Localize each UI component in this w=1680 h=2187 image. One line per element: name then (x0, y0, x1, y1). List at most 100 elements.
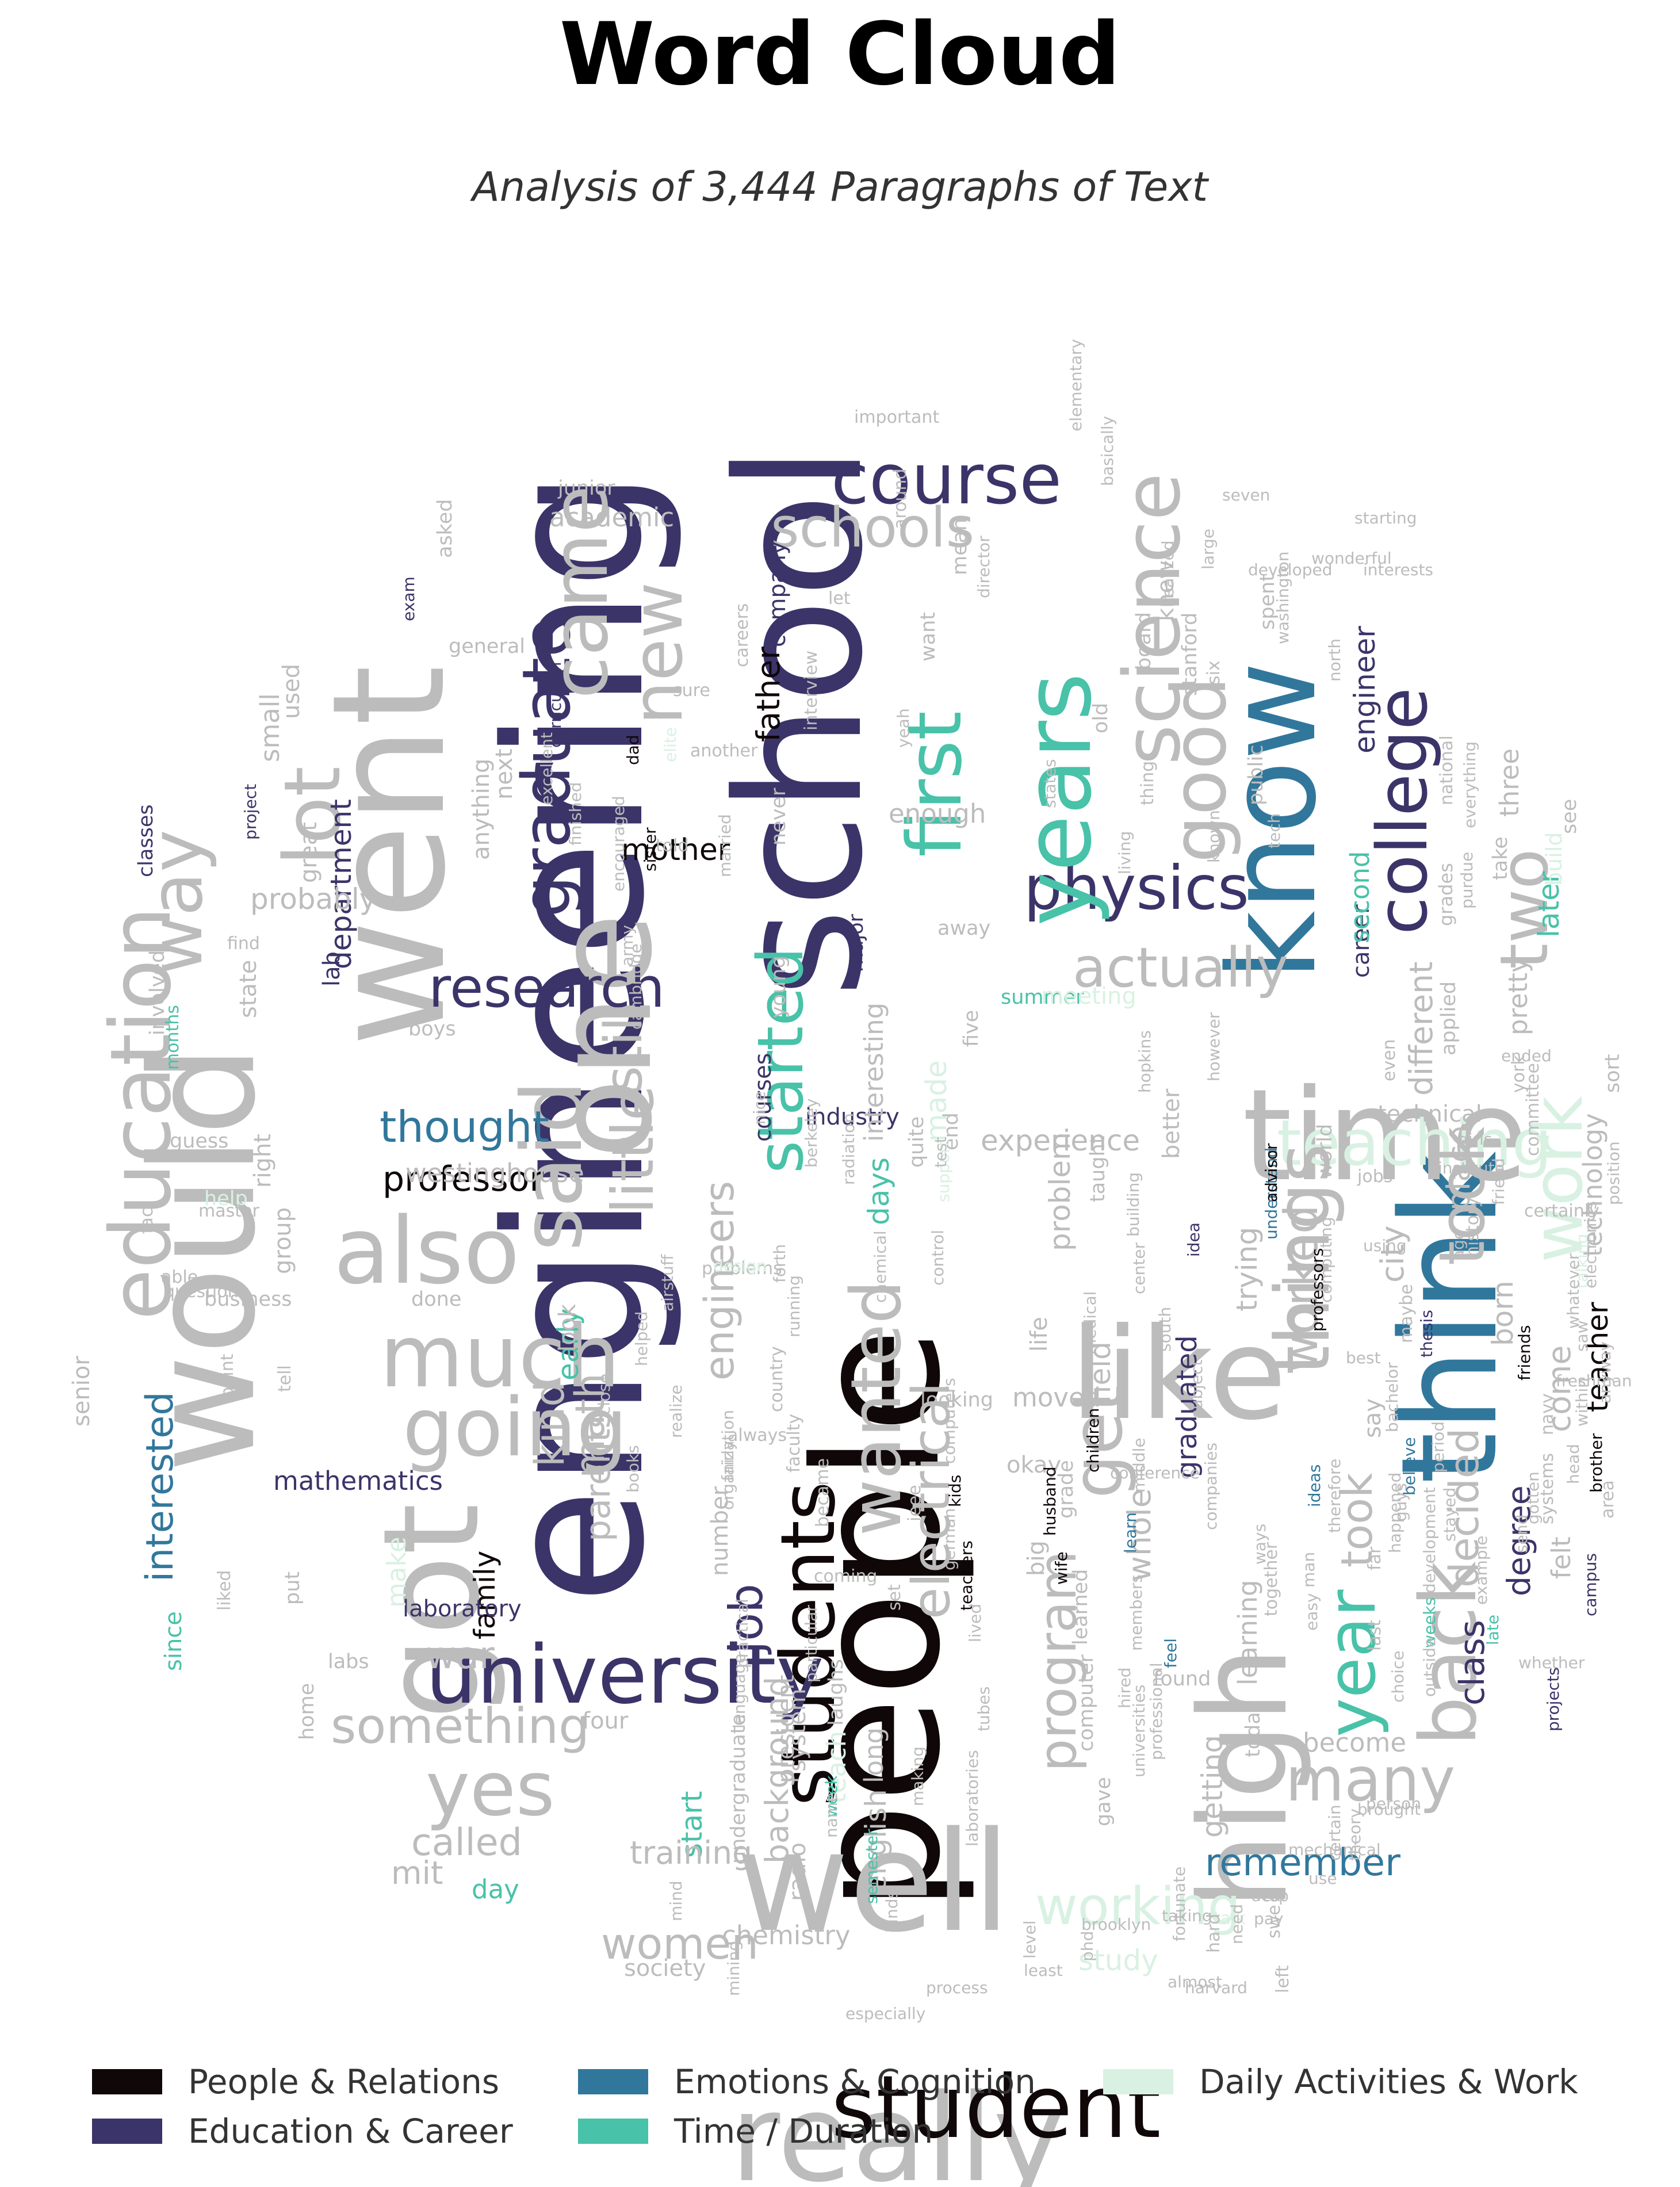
word-much: much (380, 1307, 621, 1407)
word-math: math (567, 1373, 614, 1478)
word-center: center (1130, 1242, 1149, 1294)
word-would: would (120, 1045, 287, 1473)
word-president: president (773, 1674, 799, 1783)
word-teaching: teaching (1277, 1106, 1552, 1180)
word-mother: mother (621, 833, 730, 867)
word-well: well (736, 1802, 1011, 1963)
legend-item-emotions: Emotions & Cognition (578, 2062, 1036, 2101)
word-brooklyn: brooklyn (1081, 1915, 1151, 1934)
word-learned: learned (1069, 1569, 1092, 1645)
word-back: back (1403, 1561, 1494, 1746)
word-next: next (491, 748, 518, 800)
word-faculty: faculty (784, 1414, 804, 1473)
word-man: man (1299, 1552, 1318, 1588)
word-things: things (1259, 1144, 1346, 1375)
word-schools: schools (771, 496, 974, 560)
word-find: find (227, 934, 260, 954)
word-mining: mining (724, 1941, 743, 1996)
word-starting: starting (1354, 508, 1417, 527)
word-anyway: anyway (1595, 1341, 1614, 1404)
word-time: time (1242, 1062, 1528, 1209)
word-number: number (707, 1486, 733, 1576)
word-tell: tell (275, 1365, 295, 1392)
word-books: books (623, 1445, 642, 1493)
word-understand: understand (1262, 1148, 1281, 1240)
word-week: week (822, 1775, 841, 1818)
word-good: good (1155, 676, 1243, 863)
word-elementary: elementary (1066, 339, 1085, 431)
word-universities: universities (1130, 1684, 1149, 1777)
word-left: left (1273, 1965, 1293, 1993)
word-better: better (1158, 1088, 1185, 1159)
word-mathematics: mathematics (273, 1466, 443, 1496)
word-wonderful: wonderful (1311, 549, 1392, 568)
word-place: place (1440, 1126, 1477, 1211)
word-certainly: certainly (1524, 1201, 1599, 1221)
word-known: known (1204, 810, 1223, 863)
word-outside: outside (1420, 1638, 1439, 1697)
legend-swatch-people (92, 2069, 162, 2094)
word-level: level (1020, 1920, 1039, 1959)
word-fortunate: fortunate (1170, 1867, 1189, 1941)
word-gave: gave (1092, 1777, 1115, 1826)
word-young: young (767, 955, 790, 1018)
word-conference: conference (1110, 1463, 1200, 1482)
word-name: name (822, 1792, 841, 1838)
word-never: never (767, 787, 790, 846)
word-finished: finished (566, 782, 585, 846)
word-lab: lab (319, 951, 345, 987)
word-interests: interests (1363, 560, 1433, 579)
word-meeting: meeting (1041, 983, 1136, 1010)
word-asked: asked (434, 499, 457, 558)
legend-label-people: People & Relations (188, 2062, 500, 2101)
word-students: students (764, 1481, 852, 1806)
word-today: today (1242, 1700, 1265, 1757)
word-like: like (1070, 1301, 1287, 1448)
word-start: start (675, 1791, 709, 1858)
legend-item-daily: Daily Activities & Work (1103, 2062, 1578, 2101)
word-excellent: excellent (537, 732, 556, 805)
word-least: least (1024, 1961, 1063, 1980)
word-classes: classes (135, 804, 158, 877)
word-choice: choice (1388, 1650, 1407, 1703)
word-later: later (1532, 871, 1566, 938)
word-army: army (618, 925, 637, 966)
word-brought: brought (1357, 1800, 1421, 1819)
word-old: old (1089, 703, 1112, 733)
word-electrical: electrical (901, 1382, 962, 1619)
word-computing: computing (1317, 1217, 1335, 1303)
word-need: need (1227, 1904, 1246, 1944)
word-especially: especially (845, 2004, 925, 2023)
word-swe: swe (1264, 1905, 1284, 1939)
word-remember: remember (1205, 1841, 1400, 1884)
word-mit: mit (391, 1855, 443, 1891)
legend-swatch-education (92, 2119, 162, 2144)
word-forth: forth (770, 1244, 789, 1283)
word-grade: grade (1055, 1460, 1078, 1519)
word-yeah: yeah (894, 708, 913, 748)
word-build: build (1541, 832, 1567, 886)
word-major: major (845, 913, 868, 972)
word-thing: thing (1138, 761, 1158, 805)
word-almost: almost (1168, 1972, 1222, 1991)
word-hard: hard (1204, 1914, 1224, 1953)
word-went: went (299, 665, 480, 1047)
word-talking: talking (1572, 1234, 1591, 1289)
word-curriculum: curriculum (546, 662, 565, 748)
word-running: running (784, 1275, 803, 1337)
word-everything: everything (1460, 741, 1479, 828)
word-whole: whole (1121, 1488, 1158, 1582)
word-set: set (885, 1584, 905, 1611)
word-middle: middle (1130, 1437, 1149, 1493)
word-york: york (1509, 1055, 1529, 1093)
word-actually: actually (1073, 936, 1288, 1000)
word-close: close (595, 1374, 614, 1415)
word-engineers: engineers (696, 1181, 743, 1381)
word-encouraged: encouraged (609, 796, 628, 892)
word-teach: teach (821, 1731, 852, 1803)
word-electronics: electronics (1581, 1201, 1600, 1289)
word-process: process (926, 1978, 988, 1997)
word-second: second (1345, 851, 1375, 944)
word-test: test (931, 1137, 950, 1168)
word-got: got (355, 1503, 509, 1720)
